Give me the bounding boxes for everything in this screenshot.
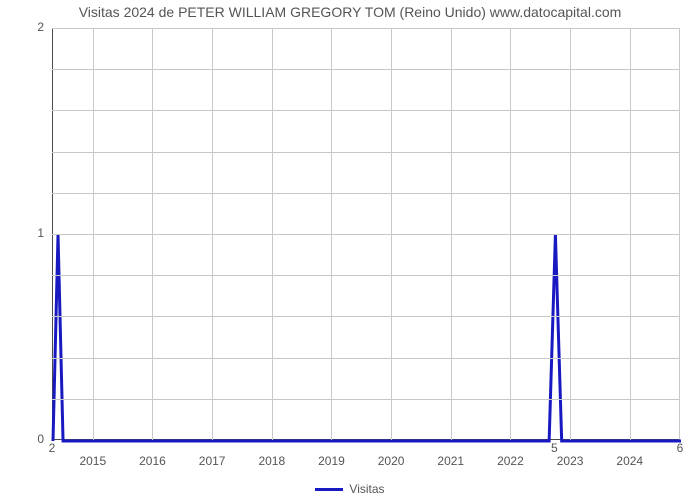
gridline-h-minor	[52, 358, 680, 359]
gridline-v	[391, 28, 392, 440]
x-tick-label: 2015	[79, 454, 106, 468]
gridline-h-minor	[52, 69, 680, 70]
y-tick-label: 2	[0, 20, 44, 34]
gridline-h-minor	[52, 110, 680, 111]
gridline-h-minor	[52, 152, 680, 153]
x-tick-label: 2019	[318, 454, 345, 468]
gridline-v	[212, 28, 213, 440]
gridline-h-minor	[52, 193, 680, 194]
gridline-h	[52, 28, 680, 29]
y-tick-label: 0	[0, 432, 44, 446]
legend-swatch	[315, 488, 343, 491]
x-tick-label: 2023	[557, 454, 584, 468]
line-series	[53, 29, 681, 441]
gridline-v	[510, 28, 511, 440]
legend-label: Visitas	[349, 482, 384, 496]
gridline-h	[52, 234, 680, 235]
gridline-v	[451, 28, 452, 440]
axis-extra-label: 5	[551, 441, 558, 455]
x-tick-label: 2021	[437, 454, 464, 468]
axis-extra-label: 6	[677, 441, 684, 455]
gridline-v	[630, 28, 631, 440]
gridline-h-minor	[52, 316, 680, 317]
x-tick-label: 2022	[497, 454, 524, 468]
visits-chart: Visitas 2024 de PETER WILLIAM GREGORY TO…	[0, 0, 700, 500]
x-tick-label: 2017	[199, 454, 226, 468]
gridline-v	[272, 28, 273, 440]
x-tick-label: 2016	[139, 454, 166, 468]
gridline-v	[570, 28, 571, 440]
x-tick-label: 2024	[616, 454, 643, 468]
y-tick-label: 1	[0, 226, 44, 240]
gridline-v	[152, 28, 153, 440]
gridline-v	[331, 28, 332, 440]
gridline-h-minor	[52, 275, 680, 276]
x-tick-label: 2018	[258, 454, 285, 468]
chart-title: Visitas 2024 de PETER WILLIAM GREGORY TO…	[0, 4, 700, 20]
axis-extra-label: 2	[49, 441, 56, 455]
gridline-v	[93, 28, 94, 440]
x-tick-label: 2020	[378, 454, 405, 468]
legend: Visitas	[0, 482, 700, 496]
gridline-h-minor	[52, 399, 680, 400]
